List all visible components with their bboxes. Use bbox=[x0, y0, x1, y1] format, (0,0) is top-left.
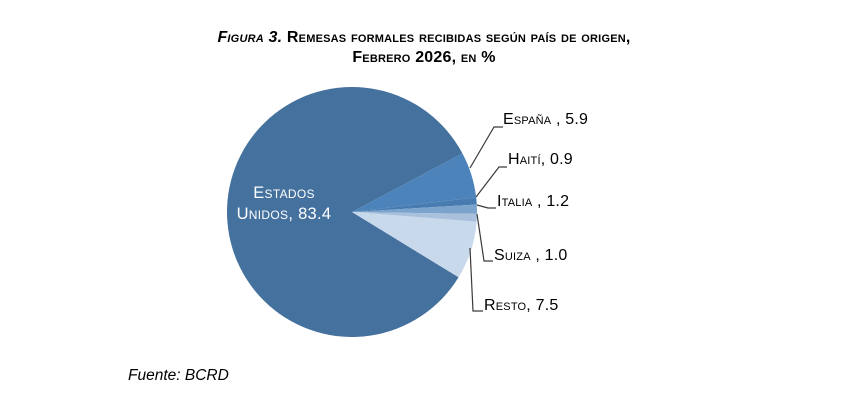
slice-label-espana: España , 5.9 bbox=[503, 111, 589, 128]
pie-slice-italia bbox=[352, 204, 478, 214]
slice-label-resto: Resto, 7.5 bbox=[484, 297, 559, 314]
figure-title: Figura 3. Remesas formales recibidas seg… bbox=[0, 28, 848, 68]
leader-line-haiti bbox=[475, 166, 507, 198]
pie-slice-resto bbox=[352, 212, 477, 278]
slice-label-suiza: Suiza , 1.0 bbox=[494, 247, 568, 264]
pie-slice-haiti bbox=[352, 197, 477, 212]
title-text: Remesas formales recibidas según país de… bbox=[286, 29, 631, 46]
figure-number: Figura 3. bbox=[217, 29, 283, 46]
leader-line-resto bbox=[469, 247, 483, 312]
title-line-1: Figura 3. Remesas formales recibidas seg… bbox=[0, 28, 848, 48]
slice-label-estados-unidos: Estados Unidos, 83.4 bbox=[236, 184, 332, 223]
pie-slices bbox=[227, 86, 478, 337]
pie-slice-espana bbox=[352, 153, 477, 212]
pie-slice-estados-unidos bbox=[227, 86, 463, 337]
slice-label-italia: Italia , 1.2 bbox=[497, 193, 570, 210]
pie-slice-suiza bbox=[352, 212, 477, 222]
leader-lines bbox=[469, 126, 507, 312]
leader-line-espana bbox=[469, 126, 503, 169]
slice-label-haiti: Haití, 0.9 bbox=[508, 151, 573, 168]
leader-line-suiza bbox=[476, 213, 493, 262]
source-note: Fuente: BCRD bbox=[128, 367, 229, 384]
title-line-2: Febrero 2026, en % bbox=[352, 49, 496, 66]
leader-line-italia bbox=[476, 204, 496, 209]
